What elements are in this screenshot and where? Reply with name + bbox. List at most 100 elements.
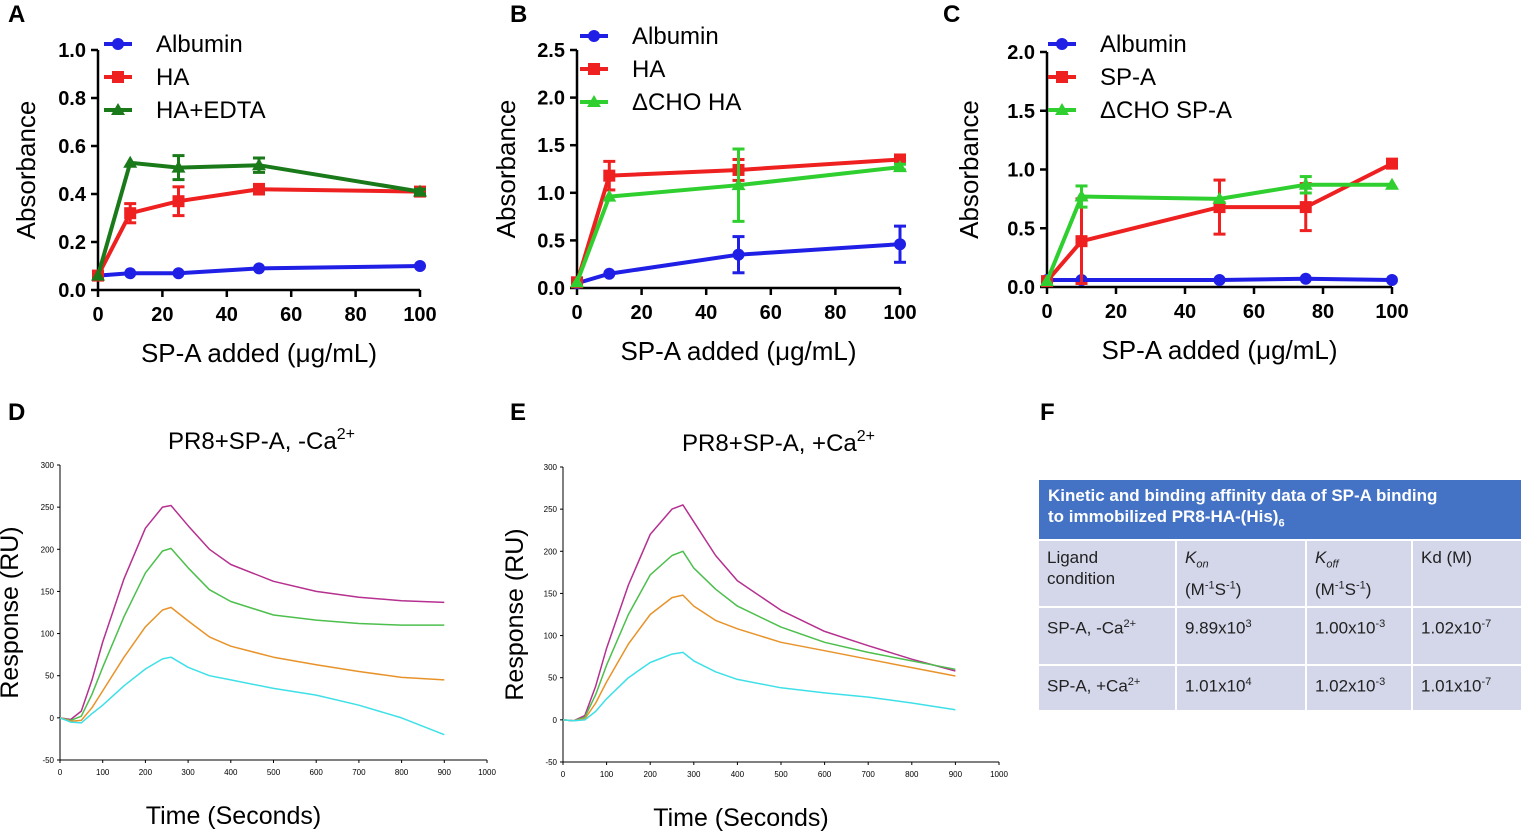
legend-marker xyxy=(1056,71,1068,83)
legend: Albumin HA HA+EDTA xyxy=(104,31,266,124)
x-tick-label: 20 xyxy=(1105,301,1127,323)
data-point xyxy=(1074,189,1089,202)
y-tick-label: 300 xyxy=(41,461,55,470)
legend-label: SP-A xyxy=(1100,64,1156,91)
legend-marker xyxy=(112,38,124,50)
y-tick-label: -50 xyxy=(545,758,557,767)
y-tick-label: 1.5 xyxy=(1007,101,1035,123)
sensorgram-cyan xyxy=(59,656,445,736)
data-point xyxy=(1386,157,1398,170)
x-tick-label: 20 xyxy=(151,304,173,326)
series-sp-a xyxy=(1041,157,1398,288)
y-tick-label: 0.6 xyxy=(58,136,86,158)
table-header-row: Kinetic and binding affinity data of SP-… xyxy=(1037,477,1523,542)
data-point xyxy=(1213,201,1226,214)
data-point xyxy=(252,158,266,171)
legend-label: ΔCHO SP-A xyxy=(1100,97,1232,124)
series-ha-edta xyxy=(91,154,427,281)
chart-b: 0.0 0.5 1.0 1.5 2.0 2.5 0 20 40 60 80 100 Absorbance… xyxy=(491,23,917,366)
data-point xyxy=(413,184,427,197)
legend-marker xyxy=(587,95,601,107)
data-point xyxy=(91,268,105,281)
y-tick-label: 0.2 xyxy=(58,232,86,254)
series--cho-sp-a xyxy=(1040,175,1399,287)
y-tick-label: 0.5 xyxy=(1007,218,1035,240)
x-tick-label: 500 xyxy=(774,770,788,779)
data-point xyxy=(732,248,745,261)
data-point xyxy=(570,275,584,288)
legend-label: HA xyxy=(156,64,189,91)
y-tick-label: 2.5 xyxy=(537,40,565,62)
y-tick-label: 50 xyxy=(45,672,54,681)
sensorgram-cyan xyxy=(562,651,956,722)
sensorgram-orange xyxy=(59,606,445,722)
data-point xyxy=(603,267,616,280)
x-tick-label: 700 xyxy=(352,768,366,777)
chart-title-sup: 2+ xyxy=(337,426,355,443)
legend: Albumin SP-A ΔCHO SP-A xyxy=(1048,31,1232,124)
y-tick-label: 0.5 xyxy=(537,230,565,252)
data-point xyxy=(1385,177,1399,190)
series-albumin xyxy=(571,224,906,290)
y-tick-label: 0 xyxy=(553,716,558,725)
col-koff-unit: (M-1S-1) xyxy=(1315,579,1372,600)
table-title: Kinetic and binding affinity data of SP-… xyxy=(1037,477,1523,542)
y-tick-label: 100 xyxy=(41,630,55,639)
series-albumin xyxy=(1041,272,1398,286)
data-point xyxy=(1212,191,1227,204)
x-tick-label: 100 xyxy=(600,770,614,779)
chart-title: PR8+SP-A, -Ca2+ xyxy=(168,426,355,455)
y-tick-label: 300 xyxy=(544,463,558,472)
x-tick-label: 0 xyxy=(92,304,103,326)
legend-marker xyxy=(588,30,600,42)
y-tick-label: 0.0 xyxy=(1007,277,1035,299)
x-tick-label: 100 xyxy=(403,304,436,326)
cell-koff: 1.02x10-3 xyxy=(1305,664,1413,713)
cell-kd: 1.01x10-7 xyxy=(1411,664,1523,713)
data-point xyxy=(893,160,907,173)
legend-label: HA xyxy=(632,56,665,83)
x-tick-label: 60 xyxy=(280,304,302,326)
data-point xyxy=(253,262,265,275)
x-tick-label: 900 xyxy=(438,768,452,777)
x-tick-label: 100 xyxy=(1375,301,1408,323)
cell-kon: 9.89x103 xyxy=(1175,606,1307,667)
x-tick-label: 80 xyxy=(344,304,366,326)
table-row: SP-A, +Ca2+ 1.01x104 1.02x10-3 1.01x10-7 xyxy=(1037,664,1523,713)
y-tick-label: 150 xyxy=(544,589,558,598)
table-title-line1: Kinetic and binding affinity data of SP-… xyxy=(1048,486,1438,505)
data-point xyxy=(1213,273,1226,286)
data-point xyxy=(1386,273,1398,286)
panel-label-f: F xyxy=(1040,399,1055,426)
col-kon-sub: on xyxy=(1196,558,1209,571)
y-tick-label: 200 xyxy=(544,547,558,556)
col-koff-k: K xyxy=(1315,548,1327,568)
col-ligand-line1: Ligand xyxy=(1047,548,1099,568)
cell-ligand: SP-A, -Ca2+ xyxy=(1037,606,1177,667)
x-tick-label: 1000 xyxy=(990,770,1008,779)
chart-title: PR8+SP-A, +Ca2+ xyxy=(682,428,875,457)
data-point xyxy=(1040,274,1054,287)
data-point xyxy=(603,169,616,182)
col-kd-header: Kd (M) xyxy=(1411,539,1523,609)
y-tick-label: 50 xyxy=(548,674,557,683)
data-point xyxy=(731,178,746,191)
axes: 0.0 0.2 0.4 0.6 0.8 1.0 0 20 40 60 80 100 Absorbance… xyxy=(11,40,437,368)
data-point xyxy=(172,267,185,280)
table-title-line2: to immobilized PR8-HA-(His) xyxy=(1048,507,1279,526)
data-point xyxy=(124,207,137,220)
series-line xyxy=(576,242,901,286)
table-row: SP-A, -Ca2+ 9.89x103 1.00x10-3 1.02x10-7 xyxy=(1037,606,1523,667)
x-axis-label: Time (Seconds) xyxy=(146,802,322,830)
series-line xyxy=(575,157,901,283)
panel-label-b: B xyxy=(510,1,527,28)
cell-kon: 1.01x104 xyxy=(1175,664,1307,713)
y-axis-label: Response (RU) xyxy=(501,528,529,700)
chart-d: -50 0 50 100 150 200 250 300 0 100 200 300 400 500 600… xyxy=(0,426,496,830)
y-tick-label: 0 xyxy=(50,714,55,723)
series--cho-ha xyxy=(570,147,907,288)
x-tick-label: 600 xyxy=(818,770,832,779)
axes: -50 0 50 100 150 200 250 300 0 100 200 300 400 500 600… xyxy=(0,426,496,830)
y-tick-label: 2.0 xyxy=(1007,42,1035,64)
x-tick-label: 100 xyxy=(883,302,916,324)
